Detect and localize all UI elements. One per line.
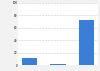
Bar [79,20,94,65]
Bar [22,58,37,65]
Bar [50,64,66,65]
